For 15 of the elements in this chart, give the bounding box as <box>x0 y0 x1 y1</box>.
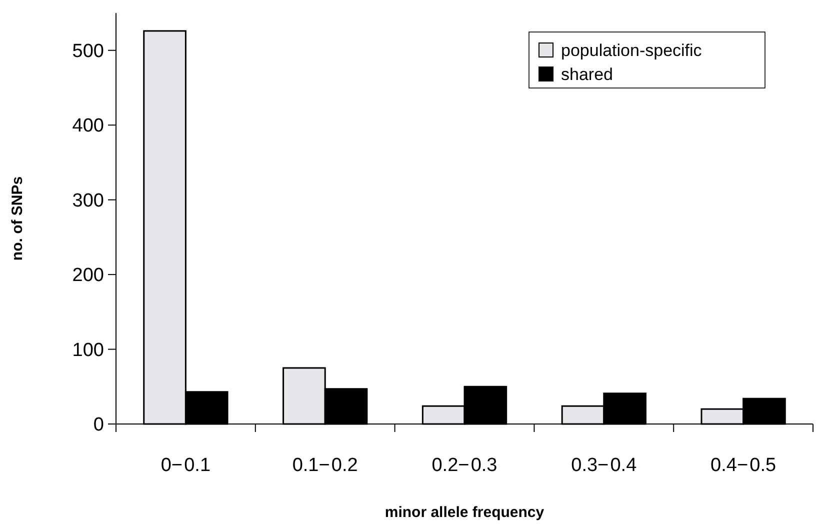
y-axis-title: no. of SNPs <box>9 176 26 261</box>
y-tick-label: 500 <box>72 41 104 62</box>
y-tick-label: 200 <box>72 265 104 286</box>
y-tick-label: 100 <box>72 340 104 361</box>
x-axis-title: minor allele frequency <box>384 504 545 521</box>
legend-label: population-specific <box>561 40 702 60</box>
x-tick-label: 0.1− 0.2 <box>292 455 358 476</box>
y-tick-label: 0 <box>93 414 104 436</box>
y-tick-label: 400 <box>72 116 104 137</box>
y-tick-label: 300 <box>72 190 104 212</box>
x-tick-label: 0− 0.1 <box>160 455 211 476</box>
x-tick-label: 0.3− 0.4 <box>571 455 638 476</box>
x-tick-label: 0.4− 0.5 <box>710 455 776 476</box>
legend-label: shared <box>561 64 613 84</box>
x-tick-label: 0.2− 0.3 <box>432 455 498 476</box>
